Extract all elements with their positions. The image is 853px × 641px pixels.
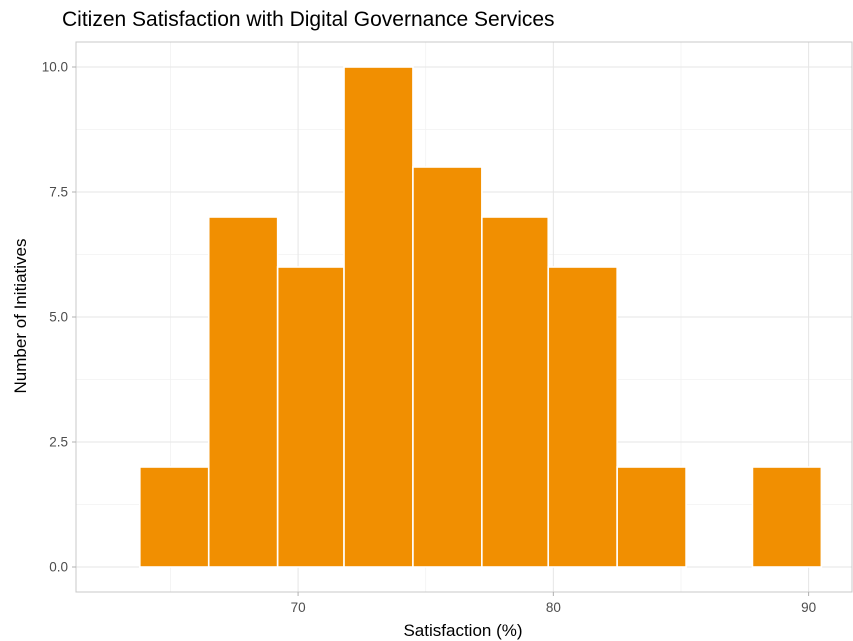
- histogram-bars: [139, 66, 823, 568]
- y-tick-label: 7.5: [49, 185, 68, 200]
- histogram-bar-2: [207, 216, 279, 568]
- histogram-bar-1: [139, 466, 210, 568]
- histogram-bar-3: [276, 266, 345, 568]
- x-tick-label: 90: [801, 600, 816, 615]
- y-axis-ticks: 0.0 2.5 5.0 7.5 10.0: [42, 60, 76, 575]
- x-axis-ticks: 70 80 90: [291, 592, 816, 615]
- x-tick-label: 70: [291, 600, 306, 615]
- histogram-bar-6: [481, 216, 550, 568]
- histogram-bar-8: [616, 466, 687, 568]
- y-tick-label: 0.0: [49, 560, 68, 575]
- x-tick-label: 80: [546, 600, 561, 615]
- histogram-bar-5: [412, 166, 483, 568]
- y-tick-label: 2.5: [49, 435, 68, 450]
- chart-title: Citizen Satisfaction with Digital Govern…: [62, 8, 555, 31]
- histogram-bar-4: [343, 66, 414, 568]
- histogram-bar-7: [547, 266, 618, 568]
- y-axis-label: Number of Initiatives: [11, 239, 30, 394]
- y-tick-label: 10.0: [42, 60, 68, 75]
- x-axis-label: Satisfaction (%): [403, 621, 522, 640]
- histogram-bar-10: [751, 466, 823, 568]
- y-tick-label: 5.0: [49, 310, 68, 325]
